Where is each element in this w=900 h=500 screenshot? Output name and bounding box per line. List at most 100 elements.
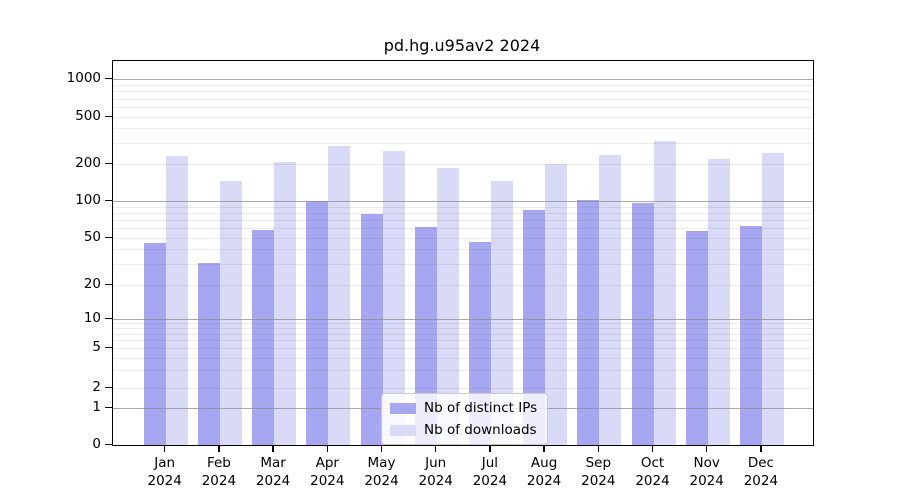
chart-title: pd.hg.u95av2 2024 [383, 36, 541, 55]
y-tick-mark-100 [105, 199, 112, 201]
y-tick-mark-2 [105, 386, 112, 388]
y-tick-label-10: 10 [83, 310, 101, 326]
y-tick-mark-0 [105, 443, 112, 445]
gridline-3 [113, 370, 813, 372]
y-tick-mark-1000 [105, 77, 112, 79]
y-tick-label-500: 500 [75, 108, 101, 124]
gridline-500 [113, 117, 813, 118]
y-tick-label-5: 5 [92, 339, 101, 355]
bar-downloads [328, 145, 351, 445]
bar-downloads [761, 152, 784, 445]
gridline-30 [113, 264, 813, 266]
gridline-9 [113, 323, 813, 325]
bar-distinct-ips [523, 210, 546, 445]
legend-swatch-downloads [390, 424, 416, 436]
bar-distinct-ips [414, 226, 437, 445]
y-tick-label-20: 20 [83, 276, 101, 292]
y-tick-label-50: 50 [83, 229, 101, 245]
gridline-6 [113, 340, 813, 342]
y-tick-label-0: 0 [92, 436, 101, 452]
gridline-7 [113, 333, 813, 335]
x-tick-mark-apr [326, 446, 329, 452]
bar-downloads [219, 181, 242, 445]
bar-distinct-ips [739, 225, 762, 445]
bar-distinct-ips [306, 201, 329, 445]
y-tick-mark-1 [105, 406, 112, 408]
gridline-4 [113, 357, 813, 359]
x-tick-label-dec: Dec 2024 [743, 455, 779, 489]
y-tick-mark-50 [105, 236, 112, 238]
bar-downloads [545, 164, 568, 445]
x-tick-label-mar: Mar 2024 [255, 455, 291, 489]
gridline-70 [113, 220, 813, 222]
bar-downloads [274, 162, 297, 445]
x-tick-mark-aug [543, 446, 545, 452]
legend-swatch-distinct-ips [390, 402, 416, 414]
x-tick-mark-jun [434, 446, 437, 452]
y-tick-label-2: 2 [92, 379, 101, 395]
gridline-600 [113, 107, 813, 108]
x-tick-label-apr: Apr 2024 [310, 455, 345, 489]
gridline-5 [113, 348, 813, 349]
gridline-2 [113, 388, 813, 389]
y-tick-label-100: 100 [75, 192, 101, 208]
y-tick-label-1000: 1000 [66, 70, 101, 86]
y-tick-mark-5 [105, 346, 112, 348]
bar-downloads [599, 154, 622, 445]
legend-label-distinct-ips: Nb of distinct IPs [424, 400, 538, 416]
y-tick-mark-200 [105, 162, 112, 164]
y-tick-mark-10 [105, 317, 112, 319]
x-tick-label-oct: Oct 2024 [635, 455, 670, 489]
legend-entry-distinct-ips: Nb of distinct IPs [390, 400, 537, 416]
bar-distinct-ips [685, 231, 708, 445]
gridline-20 [113, 285, 813, 286]
gridline-800 [113, 91, 813, 93]
y-tick-label-200: 200 [75, 155, 101, 171]
bar-distinct-ips [143, 243, 166, 445]
bar-downloads [653, 140, 676, 445]
x-tick-label-may: May 2024 [364, 455, 399, 489]
gridline-8 [113, 328, 813, 330]
bar-downloads [490, 180, 513, 445]
gridline-300 [113, 143, 813, 145]
plot-area: Nb of distinct IPs Nb of downloads [112, 60, 814, 446]
gridline-200 [113, 164, 813, 165]
bar-downloads [382, 150, 405, 445]
legend-entry-downloads: Nb of downloads [390, 422, 537, 438]
gridline-1000 [113, 79, 813, 80]
x-tick-label-jan: Jan 2024 [147, 455, 182, 489]
x-tick-label-jun: Jun 2024 [418, 455, 453, 489]
bar-distinct-ips [631, 203, 654, 445]
bar-distinct-ips [252, 230, 275, 445]
gridline-700 [113, 98, 813, 100]
bar-downloads [436, 168, 459, 445]
x-tick-label-nov: Nov 2024 [689, 455, 724, 489]
gridline-90 [113, 206, 813, 208]
x-tick-mark-sep [597, 446, 600, 452]
x-tick-mark-dec [760, 446, 762, 452]
bar-distinct-ips [577, 199, 600, 445]
bar-distinct-ips [360, 214, 383, 445]
legend: Nb of distinct IPs Nb of downloads [381, 393, 549, 445]
x-tick-mark-oct [651, 446, 654, 452]
y-tick-mark-20 [105, 283, 112, 285]
x-tick-label-feb: Feb 2024 [201, 455, 237, 489]
x-tick-mark-nov [705, 446, 708, 452]
x-tick-mark-feb [218, 446, 220, 452]
gridline-100 [113, 201, 813, 202]
y-tick-label-1: 1 [92, 399, 101, 415]
x-tick-mark-mar [272, 446, 274, 452]
gridline-400 [113, 128, 813, 130]
gridline-60 [113, 228, 813, 230]
gridline-900 [113, 84, 813, 86]
y-tick-mark-500 [105, 115, 112, 117]
bar-downloads [707, 159, 730, 445]
gridline-40 [113, 249, 813, 251]
x-tick-mark-may [380, 446, 383, 452]
x-tick-mark-jul [489, 446, 491, 452]
gridline-50 [113, 238, 813, 239]
x-tick-mark-jan [163, 446, 166, 452]
gridline-10 [113, 319, 813, 320]
x-tick-label-jul: Jul 2024 [472, 455, 508, 489]
